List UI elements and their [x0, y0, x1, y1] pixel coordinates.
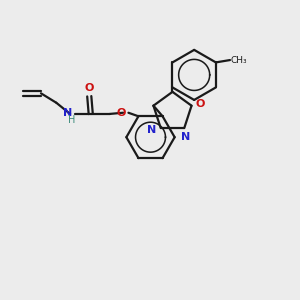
- Text: O: O: [85, 83, 94, 93]
- Text: CH₃: CH₃: [231, 56, 247, 64]
- Text: H: H: [68, 116, 75, 125]
- Text: N: N: [147, 124, 156, 134]
- Text: O: O: [117, 108, 126, 118]
- Text: O: O: [195, 99, 205, 109]
- Text: N: N: [63, 108, 73, 118]
- Text: N: N: [181, 132, 190, 142]
